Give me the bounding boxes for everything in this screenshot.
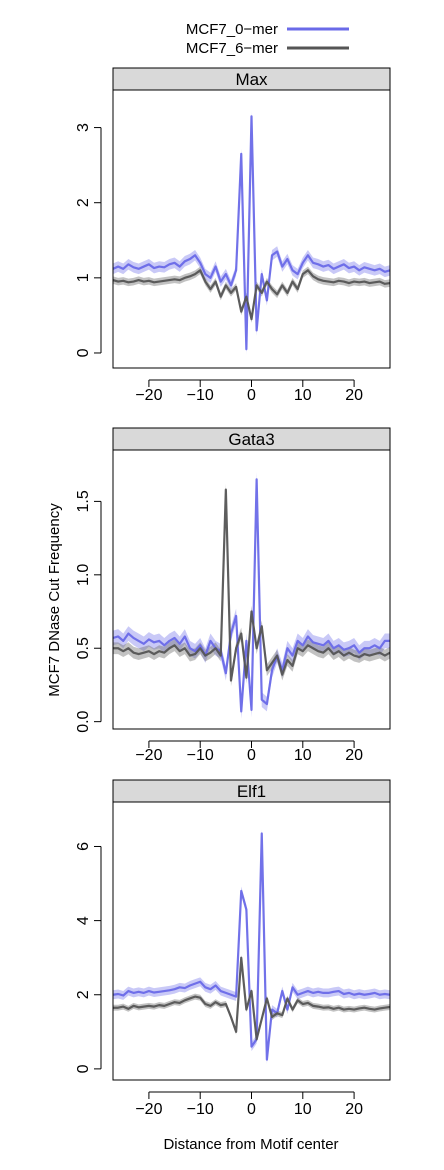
panel-gata3: Gata3 0.0 0.5 1.0 1.5 −20 −10 0 10 20 <box>75 427 391 764</box>
x-tick-label: −20 <box>135 1101 162 1118</box>
confidence-band-6mer <box>113 483 390 687</box>
y-tick-label: 0 <box>75 348 92 357</box>
y-tick-label: 0 <box>75 1064 92 1073</box>
strip-title-gata3: Gata3 <box>228 430 274 449</box>
x-tick-label: −10 <box>187 387 214 404</box>
y-tick-label: 6 <box>75 842 92 851</box>
x-tick-label: 10 <box>294 1101 312 1118</box>
x-tick-label: 0 <box>247 1101 256 1118</box>
series-line-6mer <box>113 956 390 1041</box>
x-tick-label: 10 <box>294 747 312 764</box>
legend-label-6mer: MCF7_6−mer <box>186 40 278 57</box>
plot-frame <box>112 89 391 369</box>
series-line-0mer <box>113 832 390 1061</box>
series-group <box>113 829 390 1065</box>
panel-max: Max 0 1 2 3 −20 −10 0 10 20 <box>75 67 391 404</box>
x-tick-label: −10 <box>187 747 214 764</box>
series-line-6mer <box>113 488 390 682</box>
x-tick-label: 10 <box>294 387 312 404</box>
strip-title-elf1: Elf1 <box>237 782 266 801</box>
series-group <box>113 111 390 355</box>
y-tick-label: 1.0 <box>75 564 92 586</box>
y-tick-label: 2 <box>75 990 92 999</box>
strip-title-max: Max <box>235 70 268 89</box>
y-tick-label: 2 <box>75 198 92 207</box>
series-group <box>113 472 390 719</box>
panel-elf1: Elf1 0 2 4 6 −20 −10 0 10 20 <box>75 779 391 1118</box>
x-tick-label: −10 <box>187 1101 214 1118</box>
x-tick-label: −20 <box>135 747 162 764</box>
plot-frame <box>112 449 391 730</box>
y-tick-label: 4 <box>75 916 92 925</box>
legend-label-0mer: MCF7_0−mer <box>186 21 278 38</box>
plot-frame <box>112 801 391 1081</box>
x-tick-label: 0 <box>247 747 256 764</box>
y-tick-label: 3 <box>75 123 92 132</box>
y-axis-title: MCF7 DNase Cut Frequency <box>46 503 63 697</box>
x-tick-label: 0 <box>247 387 256 404</box>
y-tick-label: 0.0 <box>75 710 92 732</box>
legend: MCF7_0−mer MCF7_6−mer <box>186 21 349 57</box>
series-line-6mer <box>113 269 390 321</box>
series-line-0mer <box>113 478 390 713</box>
y-tick-label: 1.5 <box>75 490 92 512</box>
x-tick-label: −20 <box>135 387 162 404</box>
y-tick-label: 0.5 <box>75 637 92 659</box>
y-tick-label: 1 <box>75 273 92 282</box>
x-tick-label: 20 <box>345 1101 363 1118</box>
x-tick-label: 20 <box>345 387 363 404</box>
x-axis-title: Distance from Motif center <box>163 1136 338 1153</box>
x-tick-label: 20 <box>345 747 363 764</box>
series-line-0mer <box>113 115 390 351</box>
